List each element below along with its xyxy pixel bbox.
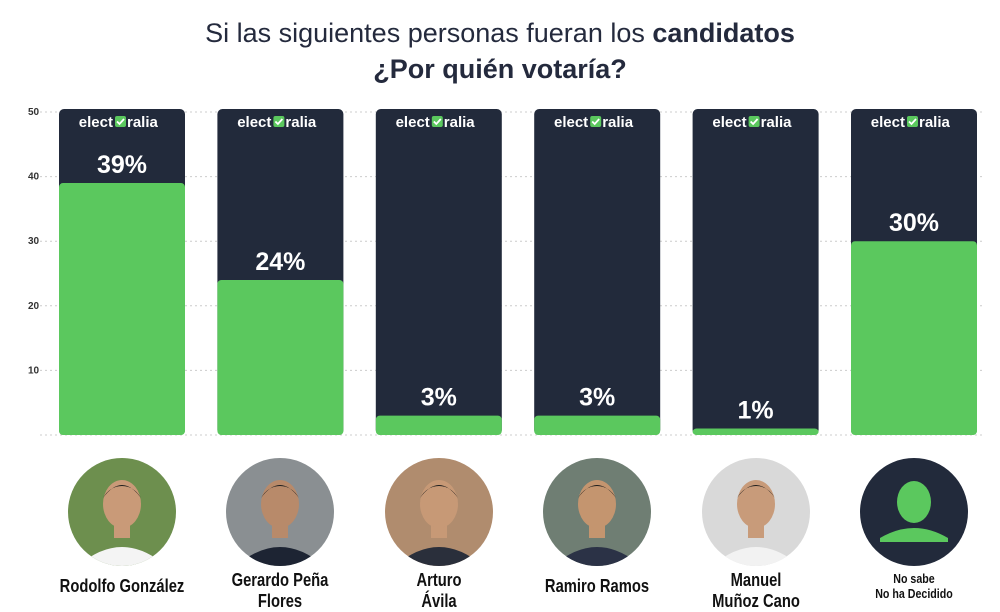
check-mark-icon — [749, 118, 759, 126]
brand-text-right: ralia — [127, 114, 159, 131]
title-prefix: Si las siguientes personas fueran los — [205, 18, 653, 48]
candidate-name: Rodolfo González — [40, 576, 204, 597]
candidate-name-line1: Manuel — [730, 570, 782, 590]
candidate-name-line1: Gerardo Peña — [231, 570, 329, 590]
candidate-photo — [543, 458, 652, 566]
bar — [692, 428, 819, 435]
candidate-photo — [68, 458, 176, 566]
chart-title-line1: Si las siguientes personas fueran los ca… — [0, 16, 1000, 50]
candidate-name-line2: Flores — [258, 591, 303, 611]
candidate-name-line2: Muñoz Cano — [711, 591, 800, 611]
check-mark-icon — [908, 118, 917, 126]
bar-background — [375, 109, 502, 435]
bar — [534, 415, 661, 435]
check-box-icon — [431, 116, 443, 127]
brand-text-left: elect — [79, 114, 113, 131]
brand-text-right: ralia — [285, 114, 317, 131]
brand-logo: elect ralia — [396, 114, 476, 131]
brand-text-right: ralia — [919, 114, 951, 131]
title-bold-word: candidatos — [652, 18, 795, 48]
brand-text-left: elect — [712, 114, 746, 131]
bar — [375, 415, 502, 435]
check-box-icon — [748, 116, 760, 127]
data-label: 1% — [738, 397, 774, 425]
brand-text-right: ralia — [761, 114, 793, 131]
brand-text-right: ralia — [444, 114, 476, 131]
data-label: 24% — [255, 248, 305, 276]
brand-text-left: elect — [237, 114, 271, 131]
data-label: 3% — [421, 384, 457, 412]
y-tick-label: 30 — [28, 236, 40, 247]
check-mark-icon — [591, 118, 600, 126]
candidate-name-line1: No sabe — [893, 571, 935, 586]
candidate-name: Manuel Muñoz Cano — [674, 570, 838, 612]
check-box-icon — [590, 116, 602, 127]
candidate-name-line1: Ramiro Ramos — [545, 576, 650, 596]
bar — [851, 241, 977, 435]
brand-logo: elect ralia — [871, 114, 951, 131]
data-label: 39% — [97, 151, 147, 179]
candidate-name: No sabe No ha Decidido — [832, 571, 996, 601]
check-box-icon — [907, 116, 918, 127]
silhouette-icon — [860, 458, 968, 566]
candidate-photo — [226, 458, 335, 566]
bar-background — [534, 109, 661, 435]
chart-title-line2: ¿Por quién votaría? — [373, 54, 627, 84]
candidate-name: Gerardo Peña Flores — [198, 570, 362, 612]
check-mark-icon — [433, 118, 442, 126]
candidate-name-line2: Ávila — [421, 591, 457, 611]
brand-text-left: elect — [871, 114, 905, 131]
bar — [217, 279, 344, 435]
brand-logo: elect ralia — [554, 114, 634, 131]
candidate-name-line2: No ha Decidido — [875, 586, 953, 601]
brand-text-left: elect — [554, 114, 588, 131]
check-mark-icon — [116, 118, 125, 126]
check-box-icon — [115, 116, 126, 127]
candidate-name-line1: Rodolfo González — [59, 576, 185, 596]
y-tick-label: 20 — [28, 301, 40, 312]
brand-text-left: elect — [396, 114, 430, 131]
brand-text-right: ralia — [602, 114, 634, 131]
brand-logo: elect ralia — [712, 114, 792, 131]
brand-logo: elect ralia — [79, 114, 159, 131]
y-tick-label: 10 — [28, 365, 40, 376]
candidate-name: Arturo Ávila — [357, 570, 521, 612]
y-tick-label: 40 — [28, 172, 40, 183]
check-mark-icon — [274, 118, 284, 126]
candidate-photo — [701, 458, 810, 566]
candidate-photo — [384, 458, 493, 566]
bar-background — [692, 109, 819, 435]
bar — [59, 183, 185, 435]
y-tick-label: 50 — [28, 107, 40, 118]
check-box-icon — [273, 116, 285, 127]
data-label: 30% — [889, 209, 939, 237]
brand-logo: elect ralia — [237, 114, 317, 131]
candidate-name-line1: Arturo — [416, 570, 462, 590]
candidate-name: Ramiro Ramos — [515, 576, 679, 597]
data-label: 3% — [579, 384, 615, 412]
